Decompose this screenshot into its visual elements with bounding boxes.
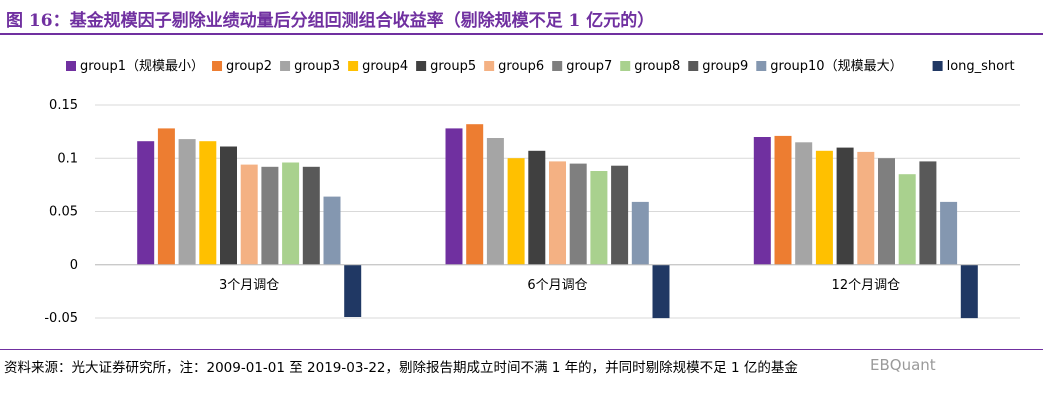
bar-7-cat-1 — [261, 166, 279, 265]
bar-8-cat-2 — [590, 171, 608, 265]
x-category-label-3: 12个月调仓 — [832, 278, 901, 293]
bar-5-cat-1 — [220, 146, 237, 265]
bar-8-cat-1 — [282, 162, 300, 265]
legend-label-9: group9 — [702, 59, 748, 74]
x-axis: 3个月调仓 6个月调仓 12个月调仓 — [95, 264, 1020, 293]
legend-item-3: group3 — [280, 59, 340, 74]
bar-11-cat-2 — [652, 264, 670, 319]
legend-item-5: group5 — [416, 59, 476, 74]
watermark: EBQuant — [870, 356, 936, 374]
legend-item-11: long_short — [932, 59, 1015, 74]
bar-6-cat-2 — [549, 161, 566, 265]
legend-label-6: group6 — [498, 59, 544, 74]
bar-9-cat-1 — [302, 166, 320, 265]
chart-legend: group1（规模最小） group2 group3 group4 group5 grou… — [66, 59, 1015, 74]
legend-swatch-5 — [416, 61, 427, 71]
source-note: 资料来源：光大证券研究所，注：2009-01-01 至 2019-03-22，剔… — [4, 360, 798, 376]
legend-label-2: group2 — [226, 59, 272, 74]
legend-swatch-4 — [348, 61, 359, 71]
bar-3-cat-3 — [795, 142, 813, 265]
legend-label-8: group8 — [634, 59, 680, 74]
legend-swatch-3 — [280, 61, 291, 71]
bar-8-cat-3 — [898, 174, 916, 265]
bar-10-cat-2 — [631, 201, 649, 265]
bar-3-cat-1 — [178, 139, 196, 265]
legend-item-8: group8 — [620, 59, 680, 74]
bar-6-cat-1 — [240, 164, 258, 265]
y-axis: 0.15 0.1 0.05 0 -0.05 — [44, 98, 78, 326]
bar-5-cat-3 — [836, 147, 854, 265]
bar-1-cat-3 — [753, 137, 771, 265]
bar-9-cat-2 — [611, 165, 629, 265]
legend-label-4: group4 — [362, 59, 408, 74]
y-tick-label-4: -0.05 — [44, 311, 78, 326]
legend-swatch-2 — [212, 61, 223, 71]
legend-swatch-1 — [66, 61, 76, 71]
bar-7-cat-3 — [878, 158, 895, 265]
legend-label-7: group7 — [566, 59, 612, 74]
y-tick-label-1: 0.1 — [57, 151, 78, 166]
legend-label-5: group5 — [430, 59, 476, 74]
bar-4-cat-2 — [507, 158, 525, 265]
bar-2-cat-2 — [466, 124, 484, 265]
figure-title: 图 16：基金规模因子剔除业绩动量后分组回测组合收益率（剔除规模不足 1 亿元的… — [6, 11, 655, 31]
chart-bars — [137, 124, 978, 319]
bar-6-cat-3 — [857, 151, 875, 265]
legend-swatch-7 — [552, 61, 563, 71]
legend-label-10: group10（规模最大） — [770, 59, 902, 74]
legend-label-1: group1（规模最小） — [80, 59, 204, 74]
legend-swatch-8 — [620, 61, 631, 71]
bar-7-cat-2 — [569, 163, 587, 265]
bar-2-cat-1 — [157, 128, 175, 265]
legend-item-4: group4 — [348, 59, 408, 74]
legend-item-1: group1（规模最小） — [66, 59, 204, 74]
bar-11-cat-3 — [960, 264, 978, 319]
bar-4-cat-1 — [199, 141, 217, 265]
bar-2-cat-3 — [774, 135, 792, 265]
legend-swatch-9 — [688, 61, 699, 71]
legend-label-3: group3 — [294, 59, 340, 74]
bar-10-cat-1 — [323, 196, 341, 265]
title-divider — [0, 33, 1043, 35]
legend-item-10: group10（规模最大） — [756, 59, 903, 74]
grouped-bar-chart: group1（规模最小） group2 group3 group4 group5 grou… — [44, 59, 1020, 326]
legend-swatch-10 — [756, 61, 767, 71]
bar-1-cat-1 — [137, 141, 155, 265]
bar-9-cat-3 — [919, 161, 937, 265]
legend-item-2: group2 — [212, 59, 272, 74]
bar-5-cat-2 — [528, 150, 546, 265]
legend-item-6: group6 — [484, 59, 544, 74]
y-tick-label-2: 0.05 — [49, 205, 78, 220]
legend-label-11: long_short — [947, 59, 1015, 74]
legend-swatch-6 — [484, 61, 495, 71]
bar-1-cat-2 — [445, 128, 463, 265]
x-category-label-2: 6个月调仓 — [527, 278, 587, 293]
bar-4-cat-3 — [815, 150, 833, 265]
y-tick-label-0: 0.15 — [49, 98, 78, 113]
legend-item-9: group9 — [688, 59, 748, 74]
footer-divider — [0, 349, 1043, 350]
bar-3-cat-2 — [486, 138, 504, 265]
x-category-label-1: 3个月调仓 — [219, 278, 279, 293]
legend-swatch-11 — [932, 61, 943, 71]
y-tick-label-3: 0 — [70, 258, 78, 273]
legend-item-7: group7 — [552, 59, 612, 74]
bar-10-cat-3 — [940, 201, 958, 265]
bar-11-cat-1 — [344, 264, 362, 317]
